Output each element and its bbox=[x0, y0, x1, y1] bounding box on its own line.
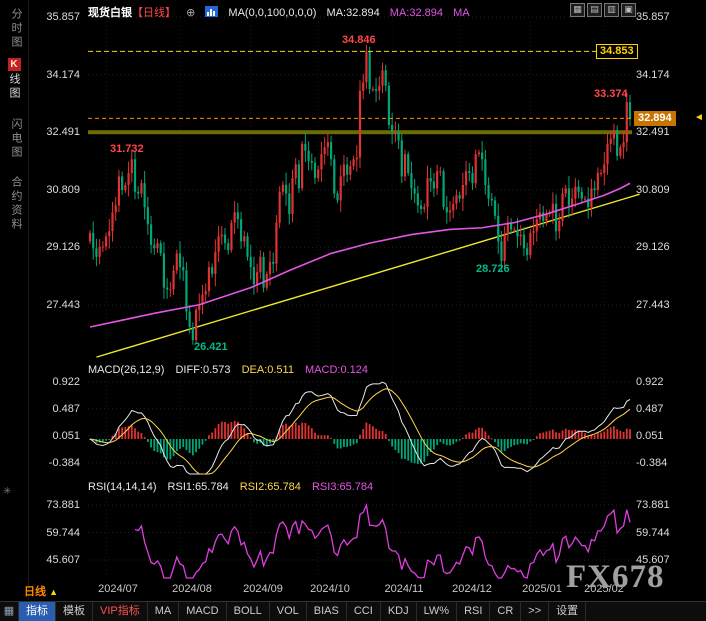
price-tick-left: 35.857 bbox=[46, 11, 80, 23]
price-tick-right: 32.491 bbox=[636, 126, 670, 138]
macd-tick-right: 0.922 bbox=[636, 376, 664, 388]
bottom-toolbar: ▦ 指标 模板 VIP指标 MA MACD BOLL VOL BIAS CCI … bbox=[0, 601, 706, 621]
rsi1-value: RSI1:65.784 bbox=[167, 481, 229, 493]
toolbar-item-kdj[interactable]: KDJ bbox=[381, 602, 417, 621]
toolbar-item-rsi[interactable]: RSI bbox=[457, 602, 491, 621]
macd-diff-value: DIFF:0.573 bbox=[175, 364, 231, 376]
xaxis-tick: 2024/08 bbox=[172, 583, 212, 595]
macd-title: MACD(26,12,9) bbox=[88, 364, 165, 376]
rsi-title: RSI(14,14,14) bbox=[88, 481, 157, 493]
toolbar-item-vol[interactable]: VOL bbox=[270, 602, 307, 621]
toolbar-item-cci[interactable]: CCI bbox=[347, 602, 381, 621]
price-tick-left: 34.174 bbox=[46, 69, 80, 81]
period-arrow-icon: ▲ bbox=[49, 587, 58, 597]
window-icon-grid[interactable]: ▦ bbox=[570, 3, 585, 17]
sidebar-item-kline-label: 线图 bbox=[8, 73, 20, 101]
toolbar-item-settings[interactable]: 设置 bbox=[549, 602, 587, 621]
toolbar-item-template[interactable]: 模板 bbox=[56, 602, 93, 621]
price-tick-left: 27.443 bbox=[46, 299, 80, 311]
macd-dea-value: DEA:0.511 bbox=[241, 364, 294, 376]
macd-macd-value: MACD:0.124 bbox=[305, 364, 369, 376]
ma-value-3: MA bbox=[453, 7, 470, 19]
rsi-tick-left: 73.881 bbox=[46, 499, 80, 511]
price-tick-left: 29.126 bbox=[46, 241, 80, 253]
period-selector[interactable]: 日线 ▲ bbox=[24, 583, 58, 599]
price-tick-right: 27.443 bbox=[636, 299, 670, 311]
xaxis-tick: 2024/09 bbox=[243, 583, 283, 595]
macd-tick-left: -0.384 bbox=[48, 457, 80, 469]
xaxis-tick: 2025/01 bbox=[522, 583, 562, 595]
macd-tick-left: 0.051 bbox=[52, 430, 80, 442]
xaxis-tick: 2024/10 bbox=[310, 583, 350, 595]
toolbar-item-ma[interactable]: MA bbox=[148, 602, 180, 621]
toolbar-item-bias[interactable]: BIAS bbox=[307, 602, 347, 621]
ma-settings-label: MA(0,0,100,0,0,0) bbox=[228, 7, 317, 19]
annotation-jul-high: 31.732 bbox=[110, 143, 144, 155]
rsi-tick-right: 73.881 bbox=[636, 499, 670, 511]
price-tick-left: 32.491 bbox=[46, 126, 80, 138]
chart-header: 现货白银【日线】 ⊕ MA(0,0,100,0,0,0) MA:32.894 M… bbox=[88, 4, 477, 20]
add-indicator-icon[interactable]: ⊕ bbox=[186, 7, 196, 19]
toolbar-item-more[interactable]: >> bbox=[521, 602, 550, 621]
sidebar-tool-icon[interactable]: ✳ bbox=[3, 486, 12, 497]
price-tick-right: 34.174 bbox=[636, 69, 670, 81]
window-icon-panel[interactable]: ▣ bbox=[621, 3, 636, 17]
toolbar-item-boll[interactable]: BOLL bbox=[227, 602, 270, 621]
macd-tick-left: 0.487 bbox=[52, 403, 80, 415]
sidebar-item-lightning-chart[interactable]: 闪电图 bbox=[10, 118, 22, 160]
annotation-feb-high: 33.374 bbox=[594, 88, 628, 100]
layout-grid-icon[interactable]: ▦ bbox=[0, 602, 19, 621]
current-price-arrow-icon: ◄ bbox=[694, 112, 704, 123]
toolbar-item-indicator[interactable]: 指标 bbox=[19, 602, 56, 621]
window-icon-columns[interactable]: ▥ bbox=[604, 3, 619, 17]
watermark-logo: FX678 bbox=[566, 559, 665, 595]
sidebar-item-contract-info[interactable]: 合约资料 bbox=[10, 176, 22, 232]
annotation-oct-high: 34.846 bbox=[342, 34, 376, 46]
xaxis-tick: 2024/07 bbox=[98, 583, 138, 595]
ma-value-2: MA:32.894 bbox=[389, 7, 443, 19]
rsi-tick-left: 59.744 bbox=[46, 527, 80, 539]
xaxis-tick: 2025/02 bbox=[584, 583, 624, 595]
period-tag: 【日线】 bbox=[132, 7, 176, 19]
sidebar-item-kline-chart[interactable]: K 线图 bbox=[6, 58, 22, 101]
rsi-tick-right: 59.744 bbox=[636, 527, 670, 539]
annotation-aug-low: 26.421 bbox=[194, 341, 228, 353]
toolbar-item-macd[interactable]: MACD bbox=[179, 602, 227, 621]
window-icon-rows[interactable]: ▤ bbox=[587, 3, 602, 17]
price-tick-right: 30.809 bbox=[636, 184, 670, 196]
k-badge-icon: K bbox=[7, 58, 21, 71]
current-price-badge: 32.894 bbox=[634, 111, 676, 126]
sidebar-item-time-chart[interactable]: 分时图 bbox=[10, 8, 22, 50]
toolbar-item-lw[interactable]: LW% bbox=[417, 602, 458, 621]
macd-tick-right: 0.051 bbox=[636, 430, 664, 442]
rsi-tick-right: 45.607 bbox=[636, 554, 670, 566]
macd-header: MACD(26,12,9) DIFF:0.573 DEA:0.511 MACD:… bbox=[88, 364, 376, 376]
macd-tick-left: 0.922 bbox=[52, 376, 80, 388]
sidebar: 分时图 K 线图 闪电图 合约资料 ✳ bbox=[0, 0, 29, 600]
rsi-tick-left: 45.607 bbox=[46, 554, 80, 566]
xaxis-tick: 2024/11 bbox=[384, 583, 424, 595]
macd-tick-right: 0.487 bbox=[636, 403, 664, 415]
ref-price-label: 34.853 bbox=[596, 44, 638, 59]
rsi3-value: RSI3:65.784 bbox=[311, 481, 374, 493]
toolbar-item-vip[interactable]: VIP指标 bbox=[93, 602, 148, 621]
symbol-name: 现货白银 bbox=[88, 7, 132, 19]
period-selector-label: 日线 bbox=[24, 586, 46, 598]
rsi-header: RSI(14,14,14) RSI1:65.784 RSI2:65.784 RS… bbox=[88, 481, 381, 493]
chart-type-icon[interactable] bbox=[205, 6, 219, 20]
price-tick-left: 30.809 bbox=[46, 184, 80, 196]
price-tick-right: 29.126 bbox=[636, 241, 670, 253]
xaxis-tick: 2024/12 bbox=[452, 583, 492, 595]
price-tick-right: 35.857 bbox=[636, 11, 670, 23]
ma-value-1: MA:32.894 bbox=[326, 7, 380, 19]
annotation-dec-low: 28.726 bbox=[476, 263, 510, 275]
toolbar-item-cr[interactable]: CR bbox=[490, 602, 522, 621]
rsi2-value: RSI2:65.784 bbox=[239, 481, 301, 493]
macd-tick-right: -0.384 bbox=[636, 457, 668, 469]
window-icons: ▦ ▤ ▥ ▣ bbox=[570, 3, 636, 17]
